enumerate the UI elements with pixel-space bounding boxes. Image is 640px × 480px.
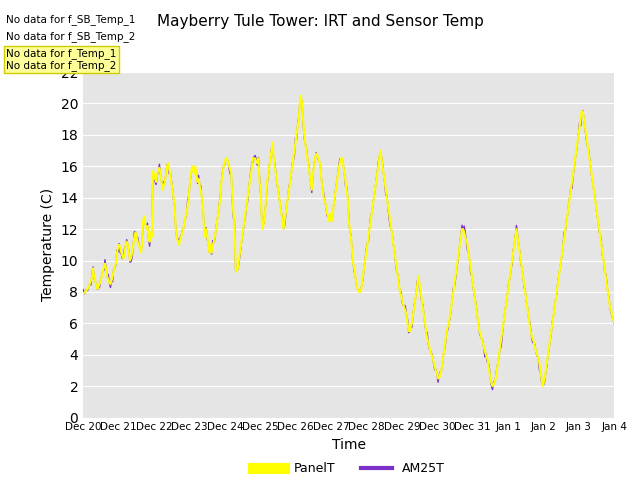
PanelT — [297, 93, 305, 98]
PanelT — [424, 339, 432, 345]
PanelT — [364, 242, 371, 248]
AM25T — [489, 387, 497, 393]
Text: No data for f_SB_Temp_2: No data for f_SB_Temp_2 — [6, 31, 136, 42]
PanelT — [79, 290, 87, 296]
PanelT — [179, 226, 187, 232]
AM25T — [611, 321, 618, 327]
PanelT — [611, 321, 618, 326]
Text: No data for f_SB_Temp_1: No data for f_SB_Temp_1 — [6, 14, 136, 25]
AM25T — [364, 240, 371, 246]
PanelT — [605, 297, 612, 303]
AM25T — [596, 232, 604, 238]
Line: PanelT: PanelT — [83, 96, 614, 386]
PanelT — [596, 234, 604, 240]
AM25T — [424, 341, 432, 347]
Text: No data for f_Temp_1
No data for f_Temp_2: No data for f_Temp_1 No data for f_Temp_… — [6, 48, 116, 72]
Text: Mayberry Tule Tower: IRT and Sensor Temp: Mayberry Tule Tower: IRT and Sensor Temp — [157, 14, 483, 29]
AM25T — [297, 96, 305, 102]
Y-axis label: Temperature (C): Temperature (C) — [41, 188, 55, 301]
AM25T — [322, 203, 330, 209]
Line: AM25T: AM25T — [83, 99, 614, 390]
AM25T — [179, 226, 187, 232]
X-axis label: Time: Time — [332, 438, 366, 452]
AM25T — [79, 287, 87, 292]
AM25T — [605, 295, 612, 300]
Legend: PanelT, AM25T: PanelT, AM25T — [248, 457, 450, 480]
PanelT — [322, 203, 330, 208]
PanelT — [489, 384, 497, 389]
